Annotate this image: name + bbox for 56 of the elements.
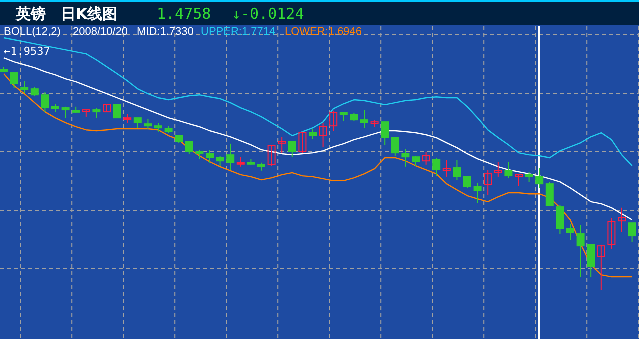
candlestick [319, 122, 328, 148]
candlestick [618, 207, 626, 233]
candlestick [92, 108, 101, 119]
candlestick [236, 156, 245, 168]
candlestick [185, 141, 194, 154]
text: UPPER:1.7714 [201, 26, 276, 38]
candlestick [628, 222, 636, 243]
candlestick [10, 72, 18, 88]
text: LOWER:1.6946 [285, 26, 362, 38]
candlestick [566, 223, 574, 241]
candlestick [587, 244, 596, 278]
candlestick [546, 182, 554, 206]
candlestick [576, 224, 585, 278]
text: 2008/10/20 [73, 26, 128, 38]
candlestick [402, 148, 410, 168]
candlestick [206, 149, 214, 164]
candlestick [113, 104, 122, 119]
chart-title: 英镑 日K线图 [15, 5, 118, 23]
candlestick [288, 141, 296, 158]
candlestick [309, 128, 317, 140]
candlestick [226, 143, 235, 171]
candlestick [453, 159, 462, 181]
candlestick [298, 131, 307, 154]
candlestick [278, 136, 286, 154]
candlestick [41, 91, 50, 113]
candlestick [144, 118, 152, 130]
text: BOLL(12,2) [4, 26, 61, 38]
candlestick [608, 217, 616, 250]
text: 1.4758 [157, 5, 212, 23]
candlestick [525, 172, 534, 183]
candlestick [360, 110, 368, 129]
candlestick [268, 144, 276, 167]
text: MID:1.7330 [137, 26, 194, 38]
candlestick [134, 118, 142, 129]
candlestick [62, 106, 70, 119]
candlestick [556, 204, 564, 235]
candlestick [330, 110, 338, 132]
candlestick [597, 244, 606, 290]
candlestick [196, 149, 204, 160]
candlestick [515, 174, 523, 187]
candlestick [536, 168, 544, 189]
candlestick [422, 151, 430, 166]
candlestick [494, 162, 502, 178]
candlestick [474, 182, 482, 204]
text: ↓-0.0124 [232, 5, 304, 23]
candlestick [381, 122, 390, 146]
text: ←1.9537 [4, 45, 50, 58]
candlestick [432, 157, 441, 177]
candlestick [484, 170, 492, 196]
candlestick [412, 155, 420, 167]
candlestick [20, 80, 29, 94]
candlestick [504, 162, 513, 179]
candlestick [391, 136, 400, 156]
candlestick [442, 159, 451, 178]
candlestick [216, 155, 224, 167]
candlestick [464, 176, 472, 189]
